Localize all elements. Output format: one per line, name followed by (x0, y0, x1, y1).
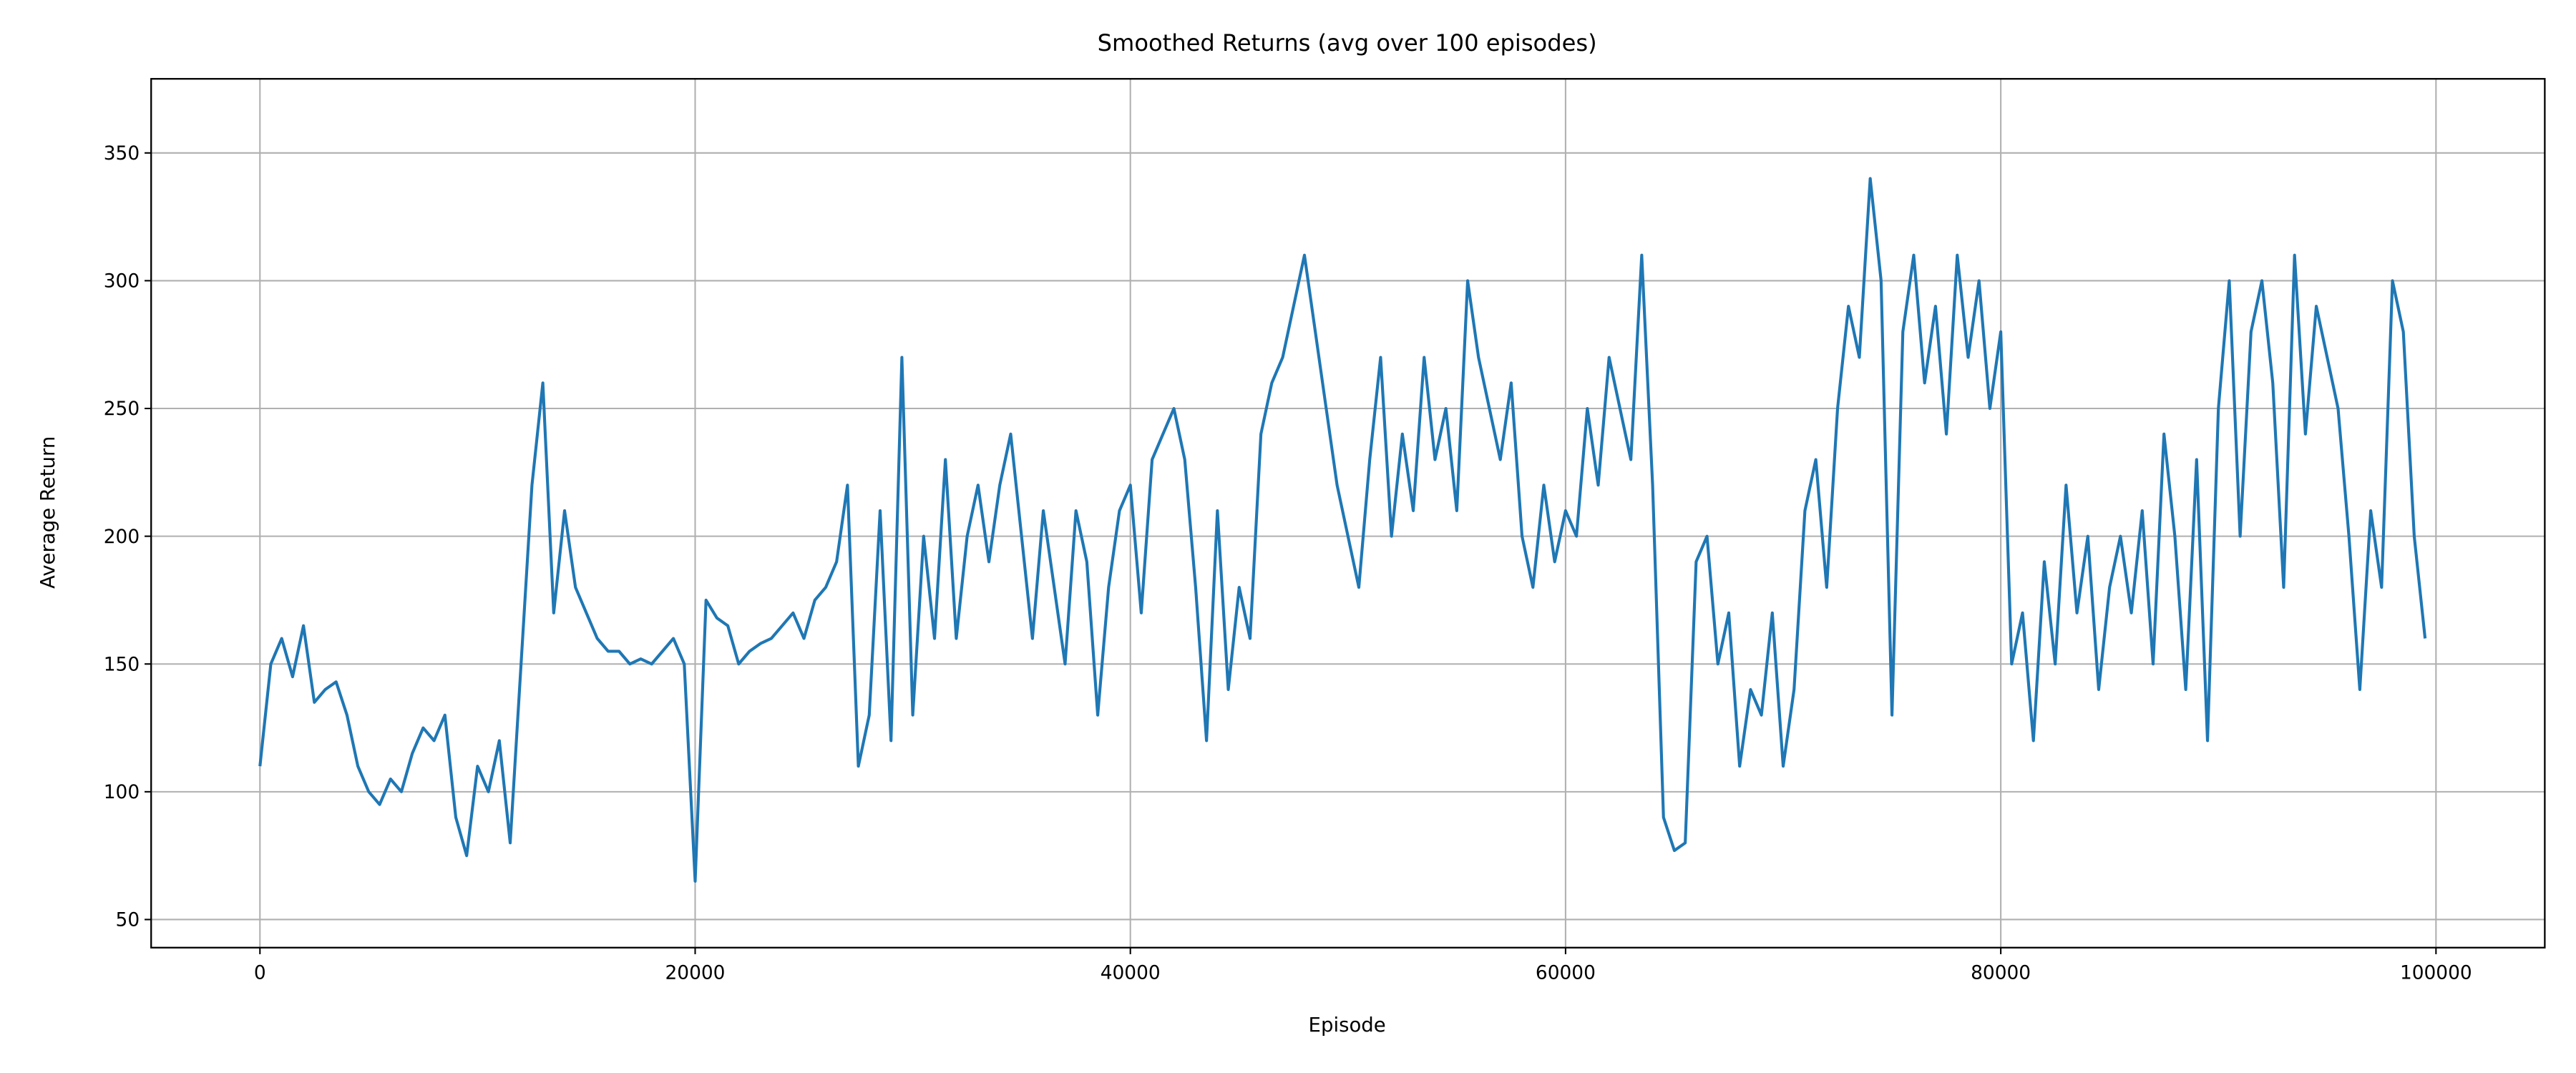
x-tick-label: 60000 (1536, 961, 1596, 984)
x-axis-label: Episode (1309, 1014, 1386, 1037)
x-tick-label: 100000 (2400, 961, 2472, 984)
x-tick-label: 0 (254, 961, 266, 984)
y-tick-label: 100 (104, 781, 140, 803)
y-tick-label: 350 (104, 142, 140, 165)
x-tick-label: 20000 (665, 961, 726, 984)
y-tick-label: 150 (104, 653, 140, 675)
x-tick-label: 80000 (1971, 961, 2031, 984)
y-axis-label: Average Return (36, 436, 59, 589)
x-tick-label: 40000 (1101, 961, 1161, 984)
y-tick-label: 50 (116, 909, 140, 931)
plot-frame (150, 78, 2546, 949)
y-tick-label: 250 (104, 398, 140, 420)
chart-title: Smoothed Returns (avg over 100 episodes) (1098, 29, 1597, 57)
line (258, 177, 2427, 883)
y-tick-label: 200 (104, 526, 140, 548)
y-tick-label: 300 (104, 270, 140, 293)
